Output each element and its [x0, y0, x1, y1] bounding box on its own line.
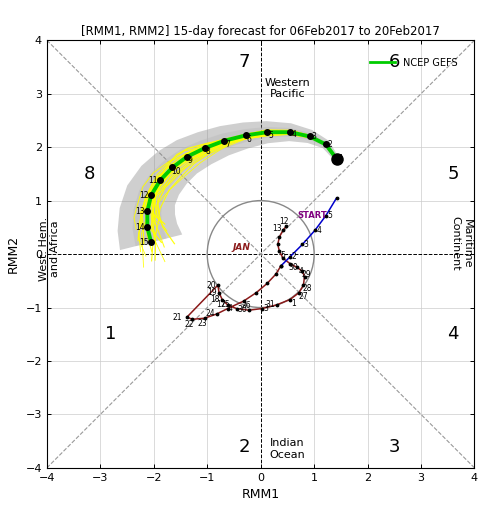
Text: 7: 7	[239, 53, 250, 70]
Text: Western
Pacific: Western Pacific	[264, 77, 310, 99]
Text: 1: 1	[291, 299, 296, 308]
Text: START: START	[296, 211, 326, 220]
Text: 27: 27	[298, 292, 307, 301]
Text: 23: 23	[197, 319, 206, 328]
Text: 21: 21	[172, 312, 182, 321]
Text: 9: 9	[187, 156, 192, 165]
Text: 15: 15	[138, 238, 148, 247]
Text: 28: 28	[302, 285, 311, 294]
Text: 10: 10	[170, 167, 180, 176]
Polygon shape	[132, 127, 337, 246]
Text: 8: 8	[84, 165, 95, 183]
Text: 5: 5	[280, 250, 285, 260]
Text: 5: 5	[446, 165, 458, 183]
Text: 3: 3	[303, 240, 308, 249]
Text: 22: 22	[184, 320, 194, 329]
Text: 1: 1	[337, 155, 342, 164]
Text: 4: 4	[316, 226, 321, 235]
Text: 17: 17	[215, 300, 225, 309]
Text: 2: 2	[327, 140, 332, 149]
Text: 29: 29	[301, 270, 310, 279]
Text: 14: 14	[135, 223, 144, 232]
Text: 20: 20	[206, 280, 215, 290]
Polygon shape	[117, 121, 338, 250]
Text: JAN: JAN	[232, 243, 250, 252]
Text: 4: 4	[227, 304, 232, 313]
Text: 2: 2	[291, 252, 296, 261]
Text: 8: 8	[205, 147, 210, 156]
X-axis label: RMM1: RMM1	[241, 488, 279, 501]
Text: 30: 30	[288, 264, 298, 272]
Text: 12: 12	[278, 217, 288, 227]
Text: Indian
Ocean: Indian Ocean	[269, 438, 304, 460]
Title: [RMM1, RMM2] 15-day forecast for 06Feb2017 to 20Feb2017: [RMM1, RMM2] 15-day forecast for 06Feb20…	[81, 25, 439, 38]
Text: West. Hem.
and Africa: West. Hem. and Africa	[39, 217, 60, 281]
Text: 2: 2	[239, 438, 250, 456]
Text: 18: 18	[210, 295, 220, 304]
Text: 13: 13	[135, 207, 144, 216]
Text: 24: 24	[205, 309, 214, 318]
Text: 5: 5	[327, 211, 332, 220]
Text: 11: 11	[148, 176, 157, 185]
Text: 4: 4	[291, 130, 296, 139]
Text: Maritime
Continent: Maritime Continent	[450, 216, 471, 271]
Text: 31: 31	[265, 300, 274, 309]
Text: 3: 3	[388, 438, 399, 456]
Text: 6: 6	[246, 135, 251, 144]
Text: 7: 7	[225, 140, 229, 149]
Text: 1: 1	[105, 325, 117, 343]
Y-axis label: RMM2: RMM2	[7, 235, 20, 273]
Text: 12: 12	[138, 191, 148, 200]
Text: 4: 4	[298, 267, 302, 276]
Legend: NCEP GEFS: NCEP GEFS	[366, 54, 460, 72]
Text: 30: 30	[237, 305, 246, 313]
Text: 6: 6	[388, 53, 399, 70]
Text: 25: 25	[220, 300, 229, 309]
Text: 13: 13	[272, 225, 281, 234]
Text: 3: 3	[311, 132, 316, 141]
Text: 19: 19	[207, 288, 216, 297]
Text: 3: 3	[262, 304, 267, 313]
Text: 4: 4	[446, 325, 458, 343]
Text: 26: 26	[241, 301, 251, 310]
Text: 5: 5	[267, 132, 272, 140]
